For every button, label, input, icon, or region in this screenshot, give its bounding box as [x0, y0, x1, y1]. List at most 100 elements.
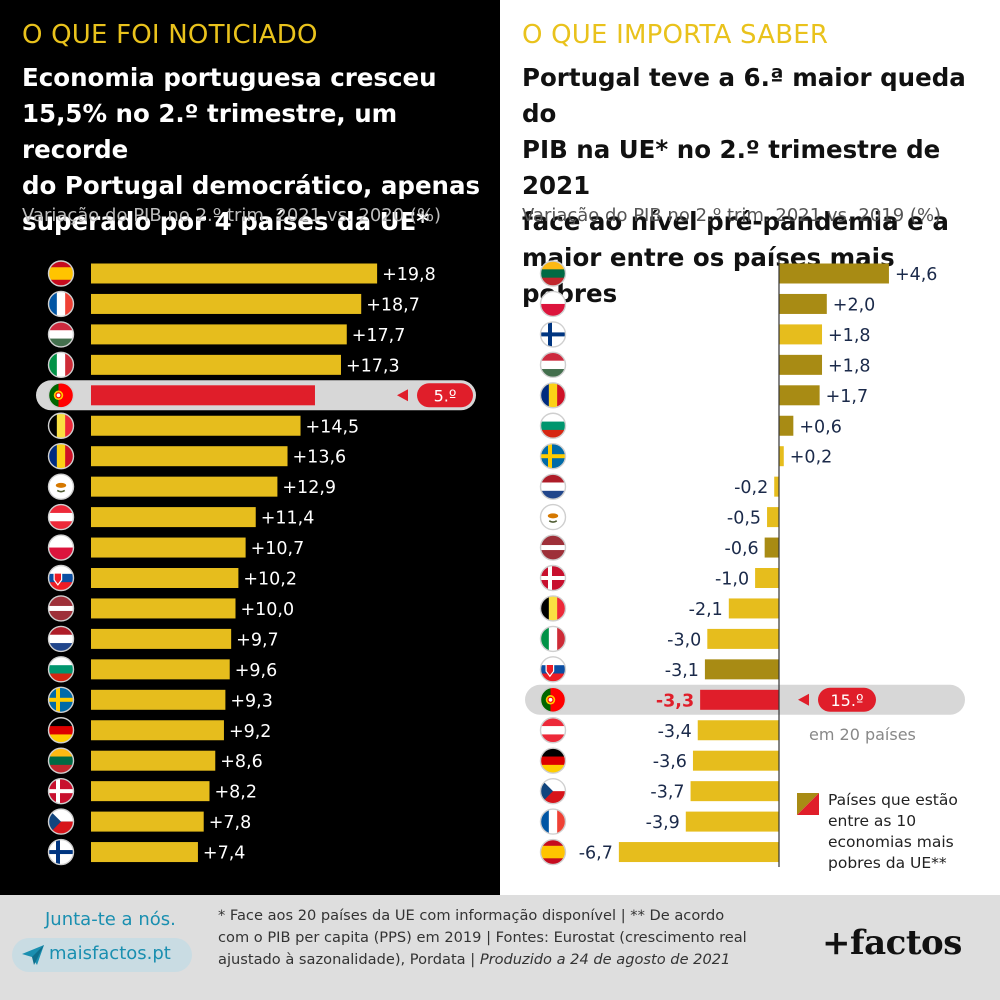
belgium-flag-icon: [47, 412, 75, 439]
cyprus-flag-icon: [47, 473, 75, 500]
legend-swatch: [797, 793, 819, 815]
austria-flag-icon: [47, 503, 75, 531]
data-label: +8,6: [220, 752, 263, 772]
data-label: +1,8: [828, 326, 871, 346]
join-cta: Junta-te a nós.: [45, 909, 176, 930]
finland-flag-icon: [539, 321, 567, 348]
data-label: +9,3: [230, 691, 273, 711]
lithuania-flag-icon: [47, 747, 75, 774]
data-label: +10,0: [241, 600, 295, 620]
belgium-flag-icon: [539, 595, 567, 622]
data-label: -3,4: [658, 722, 692, 742]
bar: [91, 446, 288, 467]
data-label: +7,8: [209, 813, 252, 833]
data-label: +8,2: [214, 783, 256, 803]
bar: [779, 324, 823, 345]
germany-flag-icon: [47, 717, 75, 744]
data-label: +9,6: [235, 661, 278, 681]
data-label: +15,5: [251, 387, 309, 407]
sweden-flag-icon: [539, 443, 567, 470]
bar: [91, 598, 236, 619]
bar: [91, 537, 246, 558]
bar: [690, 781, 779, 802]
legend-line: entre as 10: [828, 812, 917, 830]
data-label: +13,6: [293, 448, 347, 468]
data-label: +17,3: [346, 356, 400, 376]
data-label: +12,9: [282, 478, 336, 498]
latvia-flag-icon: [539, 534, 567, 561]
site-link-text: maisfactos.pt: [49, 943, 171, 964]
legend-line: Países que estão: [828, 791, 958, 809]
data-label: +14,5: [306, 417, 360, 437]
bar: [91, 659, 230, 680]
data-label: +0,6: [799, 417, 842, 437]
denmark-flag-icon: [47, 777, 75, 805]
bar: [91, 689, 226, 710]
italy-flag-icon: [47, 351, 75, 379]
bar: [91, 811, 204, 832]
site-link[interactable]: maisfactos.pt: [12, 938, 192, 972]
left-kicker: O QUE FOI NOTICIADO: [22, 20, 318, 50]
bar: [91, 842, 198, 863]
bar: [91, 628, 232, 649]
footnote-line: ajustado à sazonalidade), Pordata | Prod…: [218, 949, 798, 971]
bar: [779, 385, 820, 406]
data-label: +10,7: [251, 539, 305, 559]
left-headline-line: 15,5% no 2.º trimestre, um recorde: [22, 99, 398, 164]
legend-line: pobres da UE**: [828, 854, 947, 872]
left-panel: O QUE FOI NOTICIADO Economia portuguesa …: [0, 0, 500, 895]
rank-badge: [417, 383, 473, 408]
bar: [779, 354, 823, 375]
rank-note: em 20 países: [809, 725, 916, 744]
data-label: -6,7: [579, 844, 613, 864]
bar: [755, 568, 779, 588]
italy-flag-icon: [539, 625, 567, 653]
footnote-line: * Face aos 20 países da UE com informaçã…: [218, 907, 725, 924]
netherlands-flag-icon: [47, 625, 75, 653]
hungary-flag-icon: [539, 351, 567, 379]
denmark-flag-icon: [539, 564, 567, 592]
data-label: +1,8: [828, 356, 871, 376]
data-label: +17,7: [352, 326, 406, 346]
slovakia-flag-icon: [539, 656, 567, 683]
bar: [91, 324, 347, 345]
poland-flag-icon: [539, 290, 567, 318]
bar: [728, 598, 779, 619]
bar: [779, 446, 784, 467]
data-label: -1,0: [715, 570, 749, 590]
data-label: -0,5: [727, 509, 761, 529]
romania-flag-icon: [539, 382, 567, 409]
bar: [704, 659, 779, 680]
footnote-line: com o PIB per capita (PPS) em 2019 | Fon…: [218, 929, 747, 946]
data-label: +2,0: [833, 295, 876, 315]
bar: [774, 476, 779, 497]
data-label: -3,0: [667, 630, 701, 650]
bulgaria-flag-icon: [539, 412, 567, 439]
czechia-flag-icon: [47, 808, 75, 835]
bar: [91, 750, 216, 771]
data-label: +7,4: [203, 844, 246, 864]
portugal-flag-icon: [539, 686, 567, 713]
bar: [91, 781, 210, 802]
data-label: +11,4: [261, 509, 315, 529]
bulgaria-flag-icon: [47, 656, 75, 683]
right-headline-line: PIB na UE* no 2.º trimestre de 2021: [522, 135, 941, 200]
left-chart: +19,8 +18,7 +17,7 +17,3 +15,5 +14,5 +13,6 +12,9…: [36, 260, 476, 866]
data-label: -0,6: [725, 539, 759, 559]
data-label: +18,7: [366, 295, 420, 315]
bar: [767, 507, 779, 528]
france-flag-icon: [47, 290, 75, 318]
production-date: Produzido a 24 de agosto de 2021: [479, 951, 731, 968]
latvia-flag-icon: [47, 595, 75, 622]
data-label: -3,6: [653, 752, 687, 772]
legend-line: economias mais: [828, 833, 954, 851]
bar: [779, 263, 889, 284]
data-label: -3,7: [650, 783, 684, 803]
footnote-text: ajustado à sazonalidade), Pordata |: [218, 951, 480, 968]
slovakia-flag-icon: [47, 564, 75, 592]
rank-badge-text: 15.º: [831, 691, 864, 710]
bar: [91, 415, 301, 436]
data-label: -3,9: [646, 813, 680, 833]
right-headline-line: Portugal teve a 6.ª maior queda do: [522, 63, 966, 128]
bar: [779, 293, 827, 314]
